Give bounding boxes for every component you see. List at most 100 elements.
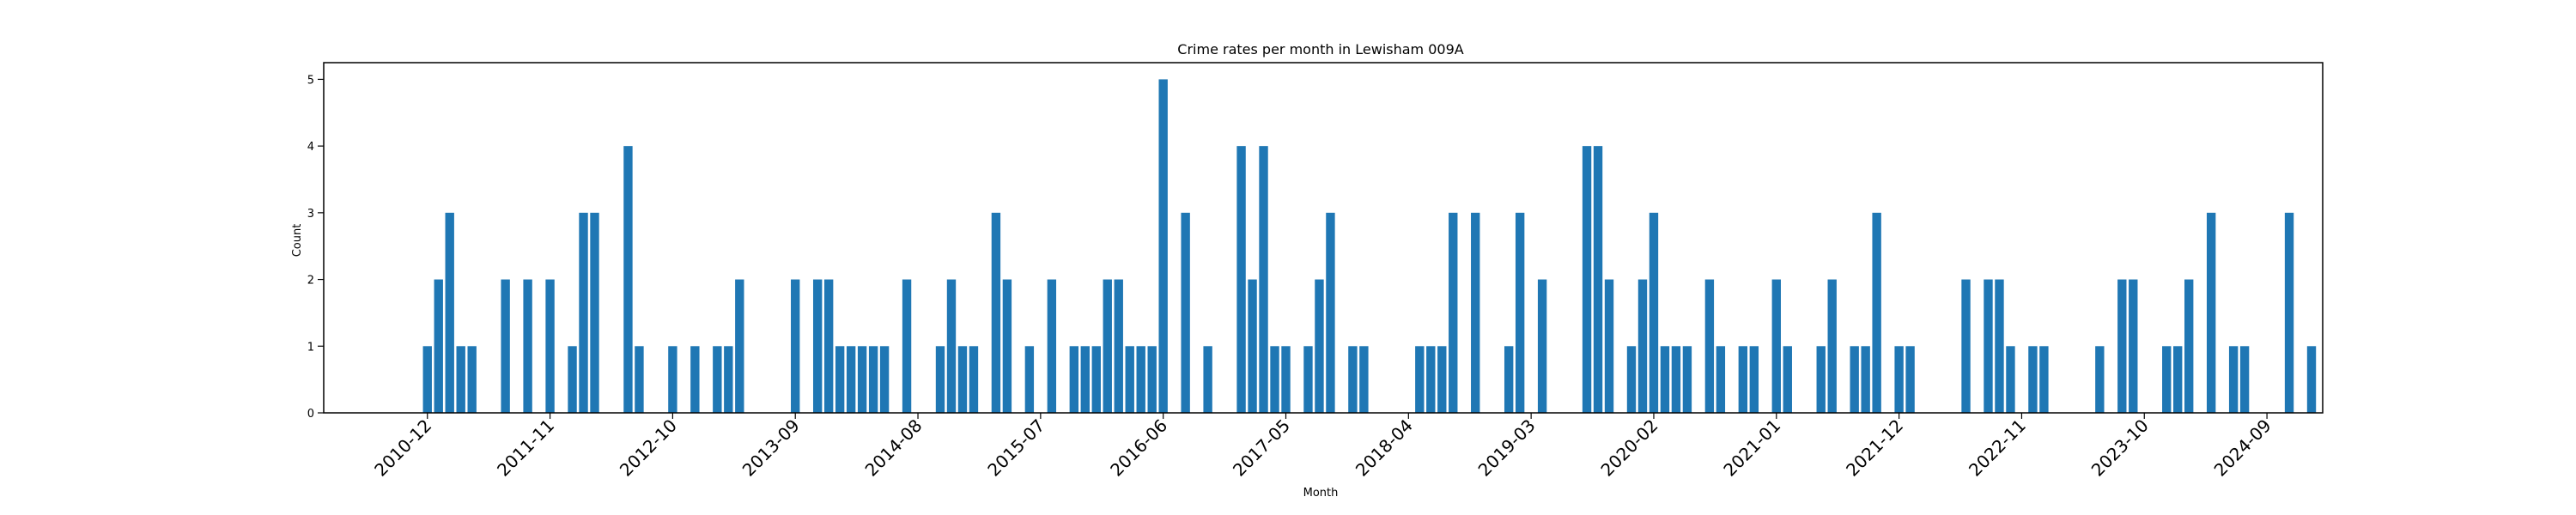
bar-2018-07 [1437,346,1447,413]
bar-2020-08 [1716,346,1726,413]
bar-2012-10 [668,346,677,413]
bar-2020-04 [1671,346,1681,413]
bar-2019-09 [1593,146,1603,413]
bars-group [422,79,2317,413]
bar-2011-01 [434,279,443,413]
bar-2023-06 [2095,346,2105,413]
bar-2013-12 [823,279,834,413]
bar-2015-04 [1002,279,1012,413]
bar-2011-09 [523,279,532,413]
bar-2019-02 [1515,212,1525,413]
x-tick-label: 2022-11 [1965,415,2030,481]
bar-2014-01 [835,346,845,413]
bar-2014-10 [935,346,945,413]
bar-2022-09 [1995,279,2004,413]
bar-2020-10 [1738,346,1748,413]
y-tick-label: 4 [307,141,314,154]
bar-2013-02 [713,346,722,413]
bar-2022-10 [2006,346,2015,413]
x-tick-label: 2012-10 [616,415,681,481]
bar-2017-08 [1315,279,1324,413]
bar-2016-06 [1158,79,1168,413]
bar-2020-07 [1704,279,1715,413]
bar-2017-11 [1348,346,1358,413]
bar-2020-01 [1637,279,1648,413]
bar-2011-02 [445,212,454,413]
bar-2019-08 [1582,146,1592,413]
plot-frame [323,62,2324,414]
y-tick-label: 1 [307,341,314,354]
bar-2021-08 [1850,346,1859,413]
bar-2015-10 [1069,346,1079,413]
bar-2019-04 [1537,279,1547,413]
bar-2024-01 [2173,346,2183,413]
bar-2012-02 [579,212,588,413]
bar-2012-06 [623,146,633,413]
y-tick-label: 2 [307,275,314,288]
bar-2016-01 [1103,279,1112,413]
x-tick-label: 2021-01 [1719,415,1784,481]
bar-2014-07 [902,279,912,413]
bar-2015-03 [991,212,1001,413]
bar-2022-06 [1961,279,1971,413]
bar-2021-06 [1827,279,1837,413]
bar-2017-07 [1303,346,1313,413]
bar-2018-08 [1449,212,1458,413]
bar-2018-10 [1471,212,1480,413]
bar-2019-01 [1504,346,1514,413]
y-tick-label: 3 [307,208,314,221]
bar-2016-10 [1203,346,1212,413]
bar-2016-05 [1147,346,1157,413]
bar-2014-12 [957,346,968,413]
bar-2020-11 [1749,346,1759,413]
bar-2021-09 [1861,346,1870,413]
bar-2014-03 [857,346,867,413]
bar-2012-01 [568,346,577,413]
x-tick-label: 2016-06 [1106,415,1171,481]
bar-2017-05 [1281,346,1291,413]
bar-2022-12 [2028,346,2038,413]
bar-2024-02 [2184,279,2194,413]
bar-2011-03 [456,346,465,413]
bar-2014-05 [879,346,890,413]
bar-2017-01 [1236,146,1246,413]
bar-2012-12 [690,346,700,413]
bar-2011-04 [467,346,477,413]
bar-2022-08 [1984,279,1993,413]
bar-2017-09 [1326,212,1335,413]
bar-2025-01 [2306,346,2317,413]
x-tick-label: 2019-03 [1474,415,1540,481]
bar-2021-05 [1816,346,1826,413]
bar-2020-02 [1649,212,1659,413]
bar-2021-02 [1783,346,1792,413]
bar-2013-09 [791,279,800,413]
bar-2015-06 [1024,346,1035,413]
bar-2022-01 [1905,346,1915,413]
bar-2021-10 [1872,212,1881,413]
bar-2023-12 [2162,346,2172,413]
x-tick-label: 2010-12 [370,415,435,481]
bar-2017-12 [1359,346,1369,413]
x-axis: 2010-12 2011-11 2012-10 2013-09 2014-08 2015-… [370,413,2275,481]
bar-2015-08 [1047,279,1057,413]
x-tick-label: 2011-11 [493,415,558,481]
bar-2014-11 [946,279,957,413]
bar-2016-08 [1181,212,1190,413]
y-axis: 0 1 2 3 4 5 [307,74,324,421]
x-tick-label: 2017-05 [1229,415,1294,481]
y-tick-label: 5 [307,74,314,87]
bar-2017-02 [1248,279,1257,413]
bar-2024-04 [2206,212,2216,413]
bar-2013-03 [724,346,733,413]
x-tick-label: 2021-12 [1842,415,1907,481]
bar-2013-11 [812,279,823,413]
bar-2012-07 [635,346,644,413]
bar-2024-11 [2284,212,2294,413]
y-axis-label: Count [291,224,304,258]
bar-2018-06 [1426,346,1436,413]
x-tick-label: 2024-09 [2210,415,2275,481]
bar-2016-02 [1114,279,1123,413]
x-tick-label: 2018-04 [1352,415,1417,481]
